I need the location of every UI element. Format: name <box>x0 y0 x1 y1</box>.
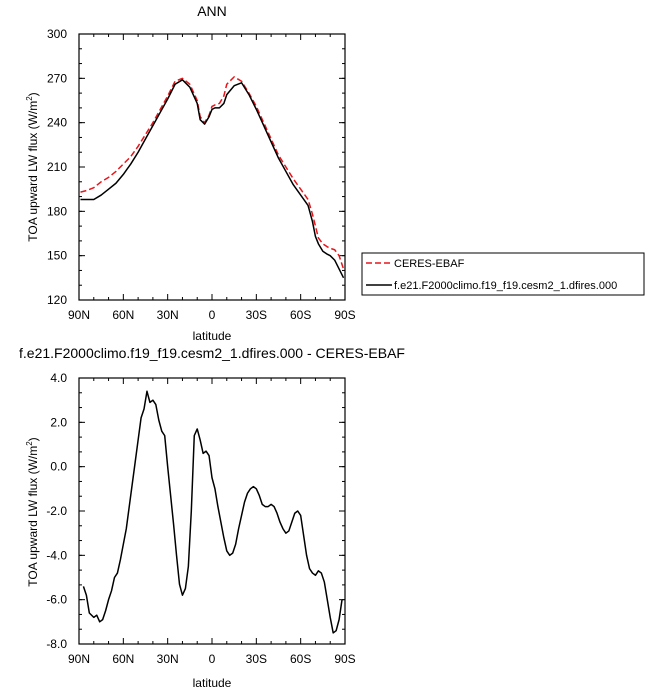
bottom-chart-xlabel: latitude <box>193 676 232 690</box>
y-tick-label: -2.0 <box>46 504 67 518</box>
series-line-0-0 <box>80 76 345 270</box>
x-tick-label: 0 <box>209 652 216 666</box>
top-chart-xlabel: latitude <box>193 329 232 343</box>
bottom-chart-title: f.e21.F2000climo.f19_f19.cesm2_1.dfires.… <box>19 345 405 361</box>
y-tick-label: -8.0 <box>46 637 67 651</box>
legend-box <box>361 252 645 296</box>
x-tick-label: 30S <box>246 652 267 666</box>
top-chart-title: ANN <box>197 3 227 19</box>
bottom-ylabel-close: ) <box>26 437 40 441</box>
y-tick-label: 120 <box>47 293 67 307</box>
top-chart: ANN latitude TOA upward LW flux (W/m2) 9… <box>25 3 356 343</box>
x-tick-label: 90N <box>68 652 90 666</box>
x-tick-label: 90S <box>334 308 355 322</box>
x-tick-label: 60S <box>290 308 311 322</box>
top-chart-series <box>80 76 345 279</box>
x-tick-label: 0 <box>209 308 216 322</box>
y-tick-label: 300 <box>47 27 67 41</box>
y-tick-label: 210 <box>47 160 67 174</box>
legend-model-label: f.e21.F2000climo.f19_f19.cesm2_1.dfires.… <box>394 280 617 292</box>
top-ylabel-main: TOA upward LW flux (W/m <box>26 101 40 242</box>
y-tick-label: 180 <box>47 204 67 218</box>
y-tick-label: 240 <box>47 116 67 130</box>
x-tick-label: 30S <box>246 308 267 322</box>
y-tick-label: 150 <box>47 249 67 263</box>
bottom-chart-ylabel: TOA upward LW flux (W/m2) <box>25 437 40 586</box>
x-tick-label: 30N <box>157 308 179 322</box>
bottom-chart-axes: 90N 60N 30N 0 30S 60S 90S -8.0 -6.0 -4.0 -2.0 0.0 2.… <box>46 371 355 666</box>
bottom-ylabel-sup: 2 <box>25 441 34 446</box>
top-chart-frame <box>78 33 346 301</box>
x-tick-label: 90N <box>68 308 90 322</box>
x-tick-label: 60N <box>112 308 134 322</box>
top-chart-axes: 90N 60N 30N 0 30S 60S 90S 120 150 180 210 240 270 300 <box>47 27 356 322</box>
legend-ceres-label: CERES-EBAF <box>394 258 465 270</box>
x-tick-label: 90S <box>334 652 355 666</box>
top-ylabel-sup: 2 <box>25 96 34 101</box>
series-line-0-1 <box>80 79 345 279</box>
y-tick-label: 4.0 <box>50 371 67 385</box>
x-tick-label: 30N <box>157 652 179 666</box>
x-tick-label: 60N <box>112 652 134 666</box>
y-tick-label: 2.0 <box>50 415 67 429</box>
top-ylabel-close: ) <box>26 92 40 96</box>
bottom-chart: f.e21.F2000climo.f19_f19.cesm2_1.dfires.… <box>19 345 405 690</box>
y-tick-label: 270 <box>47 71 67 85</box>
legend: CERES-EBAF f.e21.F2000climo.f19_f19.cesm… <box>361 252 645 296</box>
bottom-chart-frame <box>78 377 346 645</box>
x-tick-label: 60S <box>290 652 311 666</box>
bottom-chart-series <box>82 390 343 634</box>
bottom-ylabel-main: TOA upward LW flux (W/m <box>26 446 40 587</box>
y-tick-label: -6.0 <box>46 593 67 607</box>
y-tick-label: 0.0 <box>50 460 67 474</box>
top-chart-ylabel: TOA upward LW flux (W/m2) <box>25 92 40 241</box>
y-tick-label: -4.0 <box>46 548 67 562</box>
series-line-1-0 <box>82 390 343 634</box>
